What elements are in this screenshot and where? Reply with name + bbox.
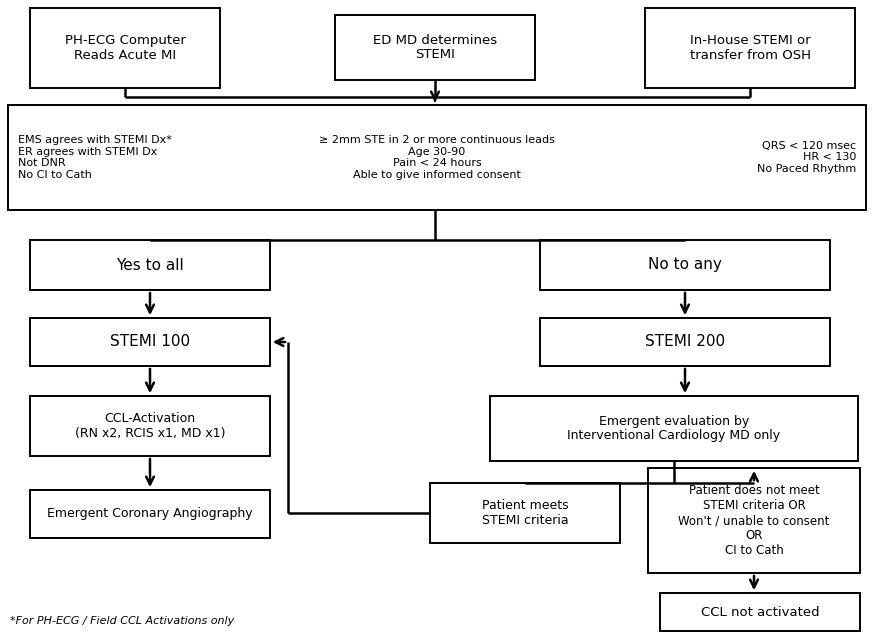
Text: Emergent Coronary Angiography: Emergent Coronary Angiography — [47, 508, 253, 520]
Text: ≥ 2mm STE in 2 or more continuous leads
Age 30-90
Pain < 24 hours
Able to give i: ≥ 2mm STE in 2 or more continuous leads … — [319, 135, 555, 180]
Bar — [648, 468, 860, 573]
Text: CCL-Activation
(RN x2, RCIS x1, MD x1): CCL-Activation (RN x2, RCIS x1, MD x1) — [74, 412, 225, 440]
Bar — [490, 396, 858, 461]
Bar — [30, 396, 270, 456]
Text: STEMI 200: STEMI 200 — [645, 335, 725, 350]
Bar — [540, 240, 830, 290]
Text: In-House STEMI or
transfer from OSH: In-House STEMI or transfer from OSH — [689, 34, 810, 62]
Text: Patient meets
STEMI criteria: Patient meets STEMI criteria — [482, 499, 569, 527]
Text: EMS agrees with STEMI Dx*
ER agrees with STEMI Dx
Not DNR
No CI to Cath: EMS agrees with STEMI Dx* ER agrees with… — [18, 135, 172, 180]
Bar — [660, 593, 860, 631]
Bar — [8, 105, 866, 210]
Bar — [30, 240, 270, 290]
Text: CCL not activated: CCL not activated — [701, 605, 819, 618]
Text: No to any: No to any — [648, 258, 722, 272]
Bar — [430, 483, 620, 543]
Text: STEMI 100: STEMI 100 — [110, 335, 190, 350]
Bar — [30, 490, 270, 538]
Bar — [645, 8, 855, 88]
Bar — [30, 8, 220, 88]
Bar — [30, 318, 270, 366]
Bar — [540, 318, 830, 366]
Text: Patient does not meet
STEMI criteria OR
Won't / unable to consent
OR
CI to Cath: Patient does not meet STEMI criteria OR … — [678, 484, 830, 557]
Text: Yes to all: Yes to all — [117, 258, 184, 272]
Text: *For PH-ECG / Field CCL Activations only: *For PH-ECG / Field CCL Activations only — [10, 616, 234, 626]
Text: Emergent evaluation by
Interventional Cardiology MD only: Emergent evaluation by Interventional Ca… — [568, 415, 781, 443]
Text: PH-ECG Computer
Reads Acute MI: PH-ECG Computer Reads Acute MI — [65, 34, 186, 62]
Text: QRS < 120 msec
HR < 130
No Paced Rhythm: QRS < 120 msec HR < 130 No Paced Rhythm — [757, 141, 856, 174]
Bar — [335, 15, 535, 80]
Text: ED MD determines
STEMI: ED MD determines STEMI — [373, 34, 497, 62]
